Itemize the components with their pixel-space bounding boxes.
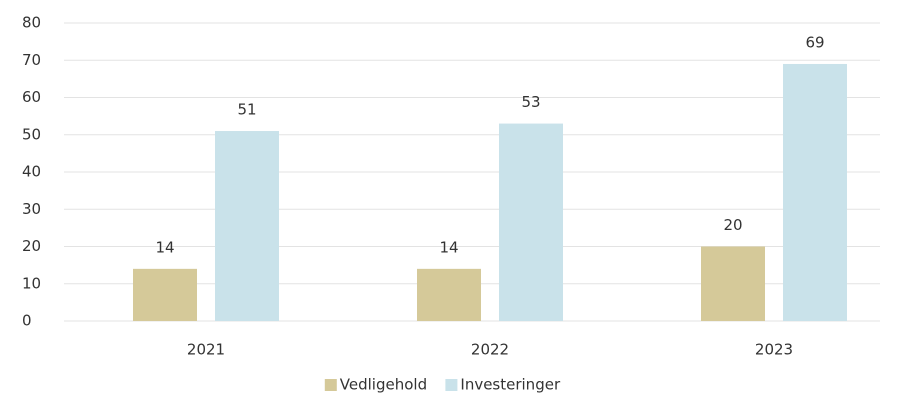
legend-swatch bbox=[445, 379, 458, 391]
bar bbox=[215, 131, 279, 321]
bar bbox=[499, 123, 563, 321]
y-tick-label: 60 bbox=[22, 88, 41, 106]
x-tick-label: 2023 bbox=[755, 341, 793, 359]
y-tick-label: 80 bbox=[22, 14, 41, 32]
legend-label: Investeringer bbox=[460, 376, 561, 394]
x-tick-label: 2022 bbox=[471, 341, 509, 359]
bar bbox=[417, 268, 481, 321]
x-tick-label: 2021 bbox=[187, 341, 225, 359]
y-tick-label: 0 bbox=[22, 312, 32, 330]
data-label: 14 bbox=[439, 238, 458, 256]
data-label: 20 bbox=[723, 216, 742, 234]
legend-label: Vedligehold bbox=[340, 376, 427, 394]
y-tick-label: 70 bbox=[22, 51, 41, 69]
y-tick-label: 30 bbox=[22, 200, 41, 218]
data-label: 14 bbox=[155, 238, 174, 256]
legend-swatch bbox=[324, 379, 337, 391]
data-label: 51 bbox=[237, 101, 256, 119]
bar bbox=[133, 268, 197, 321]
data-label: 69 bbox=[805, 33, 824, 51]
bar bbox=[701, 246, 765, 321]
y-tick-label: 50 bbox=[22, 125, 41, 143]
y-tick-label: 40 bbox=[22, 163, 41, 181]
bar bbox=[783, 63, 847, 321]
data-label: 53 bbox=[521, 93, 540, 111]
y-tick-label: 20 bbox=[22, 237, 41, 255]
y-tick-label: 10 bbox=[22, 274, 41, 292]
